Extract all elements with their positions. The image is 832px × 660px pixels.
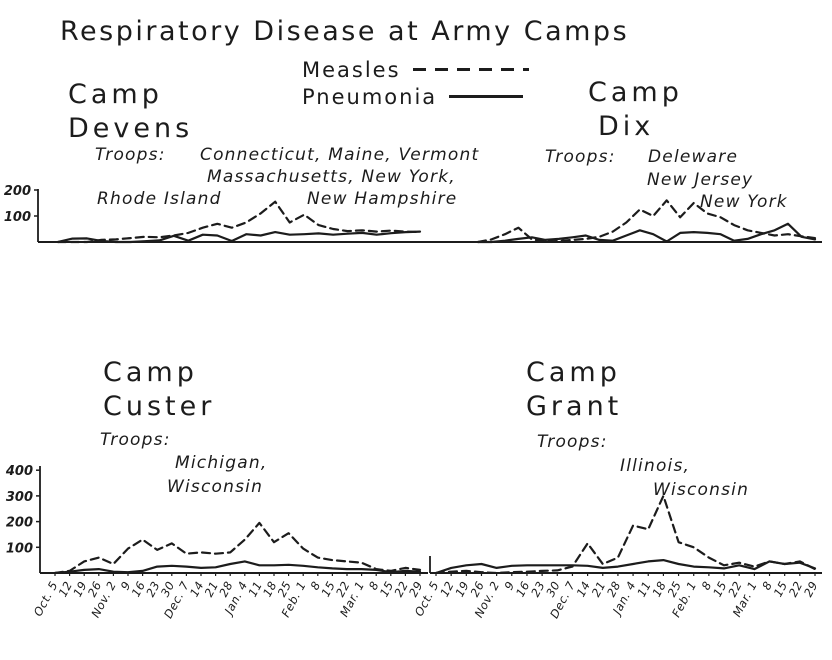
svg-text:22: 22: [391, 579, 411, 599]
svg-text:15: 15: [771, 579, 791, 599]
dix-troops-line1: Deleware: [648, 147, 739, 167]
svg-text:16: 16: [513, 579, 533, 599]
svg-text:14: 14: [187, 579, 207, 599]
svg-text:Oct. 5: Oct. 5: [31, 579, 61, 619]
dix-troops-line3: New York: [700, 192, 788, 212]
svg-text:19: 19: [70, 579, 90, 599]
svg-text:23: 23: [143, 579, 163, 599]
devens-troops-line3b: New Hampshire: [307, 189, 458, 209]
svg-text:25: 25: [275, 579, 295, 599]
legend-measles-row: Measles: [302, 56, 529, 83]
pneumonia-solid-line-sample: [449, 95, 524, 98]
page-title: Respiratory Disease at Army Camps: [60, 16, 630, 47]
svg-text:300: 300: [6, 490, 33, 505]
svg-text:26: 26: [85, 579, 105, 599]
svg-text:12: 12: [437, 579, 457, 599]
legend-pneumonia-label: Pneumonia: [302, 84, 438, 109]
camp-devens-title: Camp Devens: [68, 79, 194, 144]
svg-text:29: 29: [801, 579, 821, 599]
svg-text:200: 200: [4, 184, 31, 199]
devens-troops-line2: Massachusetts, New York,: [207, 167, 456, 187]
custer-troops-line2: Wisconsin: [167, 477, 264, 497]
svg-text:28: 28: [216, 579, 236, 599]
devens-troops-label: Troops:: [95, 145, 166, 165]
devens-troops-line3a: Rhode Island: [97, 189, 222, 209]
devens-troops-line1: Connecticut, Maine, Vermont: [200, 145, 480, 165]
grant-troops-line2: Wisconsin: [653, 480, 750, 500]
svg-text:11: 11: [245, 579, 265, 599]
legend-pneumonia-row: Pneumonia: [302, 83, 529, 110]
svg-text:23: 23: [528, 579, 548, 599]
svg-text:100: 100: [4, 210, 31, 225]
grant-troops-label: Troops:: [537, 432, 608, 452]
svg-text:25: 25: [665, 579, 685, 599]
svg-text:14: 14: [574, 579, 594, 599]
camp-custer-title: Camp Custer: [103, 357, 216, 422]
svg-text:28: 28: [604, 579, 624, 599]
legend-measles-label: Measles: [302, 57, 401, 82]
custer-troops-label: Troops:: [100, 430, 171, 450]
svg-text:30: 30: [543, 579, 563, 599]
svg-text:19: 19: [452, 579, 472, 599]
svg-text:22: 22: [725, 579, 745, 599]
grant-troops-line1: Illinois,: [620, 456, 691, 476]
svg-text:400: 400: [5, 464, 33, 479]
measles-dashed-line-sample: [412, 68, 529, 71]
camp-devens-chart: 100 200: [4, 184, 450, 244]
svg-text:11: 11: [634, 579, 654, 599]
svg-text:29: 29: [406, 579, 426, 599]
dix-troops-line2: New Jersey: [647, 170, 754, 190]
svg-text:21: 21: [202, 579, 222, 599]
svg-text:22: 22: [786, 579, 806, 599]
svg-text:200: 200: [6, 516, 33, 531]
svg-text:18: 18: [649, 579, 669, 599]
svg-text:30: 30: [158, 579, 178, 599]
svg-text:15: 15: [377, 579, 397, 599]
svg-text:16: 16: [129, 579, 149, 599]
camp-grant-title: Camp Grant: [526, 357, 623, 422]
svg-text:15: 15: [710, 579, 730, 599]
camp-dix-title: Camp Dix: [588, 77, 683, 142]
svg-text:18: 18: [260, 579, 280, 599]
svg-text:26: 26: [467, 579, 487, 599]
camp-dix-chart: [450, 199, 822, 244]
legend: Measles Pneumonia: [302, 56, 529, 110]
svg-text:15: 15: [318, 579, 338, 599]
svg-text:22: 22: [333, 579, 353, 599]
svg-text:100: 100: [6, 541, 33, 556]
custer-troops-line1: Michigan,: [175, 453, 268, 473]
dix-troops-label: Troops:: [545, 147, 616, 167]
svg-text:12: 12: [56, 579, 76, 599]
svg-text:21: 21: [589, 579, 609, 599]
